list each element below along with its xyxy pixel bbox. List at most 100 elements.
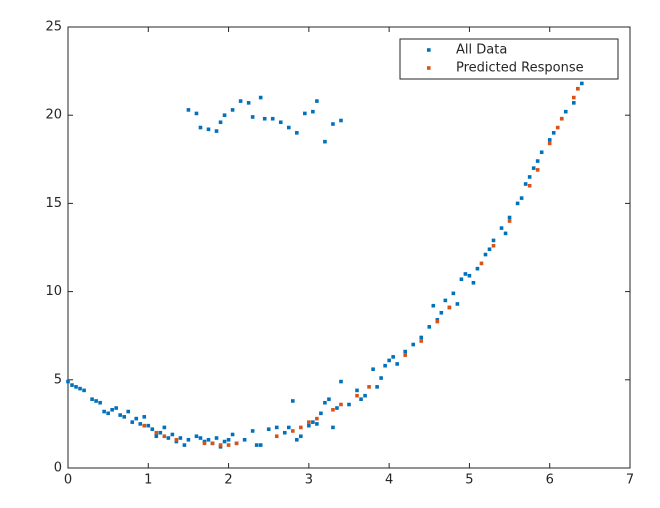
point [126, 409, 131, 414]
point [439, 310, 444, 315]
x-tick-label: 7 [626, 473, 634, 488]
point [198, 125, 203, 130]
point [214, 129, 219, 133]
x-tick-label: 5 [465, 473, 473, 488]
point [154, 434, 159, 439]
x-tick-label: 1 [144, 473, 152, 488]
point [535, 168, 540, 172]
point [122, 415, 126, 419]
point [78, 386, 82, 391]
point [174, 437, 179, 442]
point [551, 131, 556, 135]
point [375, 385, 379, 389]
point [230, 108, 235, 112]
point [379, 376, 383, 380]
legend-label: Predicted Response [456, 61, 584, 76]
point [311, 420, 315, 424]
point [479, 261, 484, 266]
point [515, 201, 520, 206]
point [282, 430, 287, 435]
point [355, 393, 359, 398]
point [311, 109, 315, 114]
point [170, 432, 175, 437]
y-tick-label: 0 [54, 461, 62, 476]
point [254, 443, 259, 447]
point [471, 280, 476, 285]
point [146, 423, 151, 428]
point [295, 131, 299, 135]
x-tick-label: 4 [385, 473, 393, 488]
point [226, 443, 231, 447]
point [331, 407, 335, 412]
point [158, 430, 163, 435]
point [371, 367, 375, 372]
y-tick-label: 20 [45, 108, 62, 123]
point [491, 238, 496, 243]
point [547, 141, 552, 146]
point [331, 425, 335, 430]
point [319, 411, 323, 416]
point [246, 101, 251, 105]
point [90, 397, 94, 402]
point [194, 434, 199, 439]
point [114, 406, 118, 410]
point [274, 434, 279, 439]
point [580, 81, 584, 86]
point [347, 402, 351, 407]
point [327, 397, 331, 402]
point [539, 150, 544, 155]
point [531, 166, 536, 170]
point [499, 226, 504, 230]
point [519, 196, 524, 200]
point [142, 415, 147, 419]
point [467, 273, 472, 278]
point [238, 99, 243, 103]
point [102, 409, 106, 414]
point [106, 411, 110, 416]
point [299, 425, 303, 430]
point [527, 175, 532, 179]
point [363, 393, 367, 398]
point [459, 277, 464, 282]
point [335, 406, 339, 410]
point [166, 436, 171, 440]
point [226, 437, 231, 442]
point [339, 402, 343, 407]
point [535, 159, 540, 163]
legend-label: All Data [456, 43, 507, 58]
point [70, 383, 74, 387]
x-tick-label: 3 [305, 473, 313, 488]
point [198, 436, 203, 440]
point [563, 109, 568, 114]
point [162, 434, 167, 439]
point [295, 437, 299, 442]
point [250, 115, 255, 119]
point [134, 416, 139, 421]
point [118, 413, 122, 417]
plot-area [67, 26, 631, 469]
point [419, 335, 424, 340]
point [218, 120, 223, 125]
point [503, 231, 508, 236]
point [258, 443, 263, 447]
y-tick-label: 15 [45, 196, 62, 211]
legend-box [399, 38, 619, 80]
point [572, 101, 576, 105]
point [162, 425, 167, 430]
y-tick-label: 25 [45, 20, 62, 35]
point [339, 379, 343, 384]
point [572, 95, 576, 100]
point [210, 441, 215, 446]
point [507, 215, 512, 220]
point [475, 266, 480, 271]
point [463, 272, 468, 276]
point [291, 399, 295, 403]
point [286, 425, 291, 430]
point [262, 116, 267, 121]
point [383, 363, 387, 368]
point [150, 427, 155, 431]
point [331, 122, 335, 126]
y-tick-label: 5 [54, 372, 62, 387]
point [303, 111, 307, 116]
